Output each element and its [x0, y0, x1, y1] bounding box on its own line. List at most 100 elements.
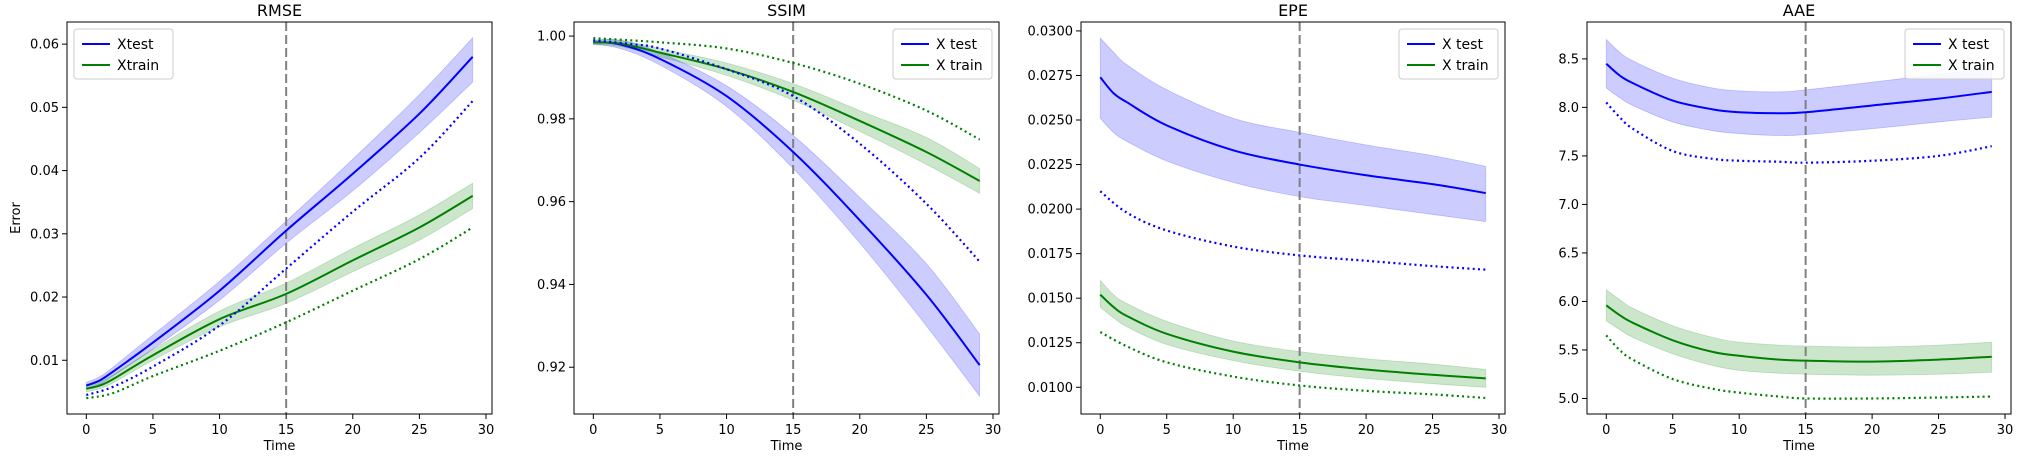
epe-xtick-label-6: 30 — [1491, 423, 1508, 438]
epe-ytick-label-0: 0.0100 — [1028, 381, 1074, 396]
ssim-xtick-label-3: 15 — [785, 423, 802, 438]
rmse-xtick-label-2: 10 — [211, 423, 228, 438]
rmse-panel: RMSE Time Error 0 5 10 15 20 25 30 0.01 0.02 0.03… — [9, 1, 494, 454]
epe-axes-frame — [1080, 21, 1506, 415]
aae-series-dotted-3 — [1605, 334, 1992, 400]
rmse-ytick-label-0: 0.01 — [30, 354, 59, 369]
ssim-band-1 — [592, 39, 981, 195]
rmse-legend-label-0: Xtest — [117, 37, 154, 53]
epe-ytick-label-8: 0.0300 — [1028, 24, 1074, 39]
ssim-ytick-label-3: 0.98 — [537, 112, 566, 127]
epe-ytick-label-3: 0.0175 — [1028, 247, 1074, 262]
rmse-series-dotted-3 — [86, 226, 474, 400]
rmse-legend-label-1: Xtrain — [117, 58, 159, 74]
rmse-ytick-label-2: 0.03 — [30, 227, 59, 242]
ssim-xtick-label-2: 10 — [718, 423, 735, 438]
ssim-title: SSIM — [767, 1, 806, 20]
aae-ytick-label-7: 8.5 — [1558, 52, 1579, 67]
aae-title: AAE — [1783, 1, 1815, 20]
aae-xlabel: Time — [1782, 439, 1815, 454]
aae-xtick-label-3: 15 — [1797, 423, 1814, 438]
aae-ytick-label-1: 5.5 — [1558, 343, 1579, 358]
aae-xtick-label-4: 20 — [1864, 423, 1881, 438]
rmse-xtick-label-5: 25 — [411, 423, 428, 438]
epe-plot-area — [1099, 22, 1487, 414]
rmse-axes-frame — [66, 21, 493, 415]
rmse-series-solid-0 — [85, 56, 474, 387]
aae-plot-area — [1605, 22, 1993, 414]
aae-legend: X test X train — [1904, 28, 2005, 80]
aae-ytick-label-6: 8.0 — [1558, 101, 1579, 116]
aae-series-solid-0 — [1605, 62, 1992, 115]
ssim-series-solid-0 — [593, 41, 981, 366]
aae-xtick-label-6: 30 — [1997, 423, 2014, 438]
ssim-axes-frame — [573, 21, 1000, 415]
epe-band-1 — [1099, 279, 1487, 388]
rmse-xlabel: Time — [263, 439, 296, 454]
aae-legend-box — [1904, 28, 2005, 80]
ssim-xtick-label-5: 25 — [918, 423, 935, 438]
aae-panel: AAE Time 0 5 10 15 20 25 30 5.0 5.5 6.0 6.5 7.0 7.5 8… — [1558, 1, 2013, 454]
aae-ytick-label-2: 6.0 — [1558, 295, 1579, 310]
aae-legend-label-1: X train — [1948, 58, 1995, 74]
epe-xtick-label-1: 5 — [1163, 423, 1171, 438]
ssim-band-0 — [592, 38, 981, 398]
aae-band-0 — [1605, 38, 1993, 137]
epe-xtick-label-5: 25 — [1424, 423, 1441, 438]
epe-ytick-label-2: 0.0150 — [1028, 292, 1074, 307]
epe-panel: EPE Time 0 5 10 15 20 25 30 0.0100 0.0125 0.0150 0… — [1028, 1, 1508, 454]
ssim-legend-label-0: X test — [936, 37, 977, 53]
aae-ytick-label-4: 7.0 — [1558, 198, 1579, 213]
epe-xtick-label-4: 20 — [1358, 423, 1375, 438]
ssim-legend: X test X train — [892, 28, 993, 80]
epe-xtick-label-3: 15 — [1291, 423, 1308, 438]
epe-legend-label-1: X train — [1442, 58, 1489, 74]
ssim-ytick-label-1: 0.94 — [537, 278, 566, 293]
epe-legend-label-0: X test — [1442, 37, 1483, 53]
rmse-band-0 — [85, 36, 474, 390]
rmse-band-1 — [85, 182, 474, 393]
epe-ytick-label-4: 0.0200 — [1028, 203, 1074, 218]
rmse-ytick-label-3: 0.04 — [30, 164, 59, 179]
epe-ytick-label-5: 0.0225 — [1028, 158, 1074, 173]
epe-series-solid-1 — [1099, 293, 1486, 380]
aae-legend-label-0: X test — [1948, 37, 1989, 53]
aae-axes-frame — [1586, 21, 2012, 415]
ssim-xtick-label-6: 30 — [985, 423, 1002, 438]
epe-xlabel: Time — [1276, 439, 1309, 454]
epe-legend: X test X train — [1398, 28, 1499, 80]
aae-xtick-label-2: 10 — [1731, 423, 1748, 438]
epe-xtick-label-2: 10 — [1225, 423, 1242, 438]
epe-xtick-label-0: 0 — [1096, 423, 1104, 438]
epe-ytick-label-6: 0.0250 — [1028, 114, 1074, 129]
ssim-xtick-label-0: 0 — [589, 423, 597, 438]
rmse-xtick-label-6: 30 — [478, 423, 495, 438]
ssim-ytick-label-4: 1.00 — [537, 30, 566, 45]
epe-ytick-label-1: 0.0125 — [1028, 336, 1074, 351]
rmse-series-solid-1 — [86, 195, 474, 390]
rmse-legend-box — [73, 28, 174, 80]
aae-ytick-label-5: 7.5 — [1558, 149, 1579, 164]
ssim-series-dotted-3 — [593, 37, 981, 141]
rmse-plot-area — [85, 22, 474, 414]
aae-xtick-label-0: 0 — [1602, 423, 1610, 438]
aae-ytick-label-0: 5.0 — [1558, 392, 1579, 407]
aae-band-1 — [1605, 289, 1993, 376]
ssim-xtick-label-4: 20 — [852, 423, 869, 438]
aae-series-solid-1 — [1605, 304, 1992, 363]
epe-ytick-label-7: 0.0275 — [1028, 69, 1074, 84]
ssim-xtick-label-1: 5 — [656, 423, 664, 438]
aae-ytick-label-3: 6.5 — [1558, 246, 1579, 261]
ssim-ytick-label-0: 0.92 — [537, 361, 566, 376]
ssim-legend-box — [892, 28, 993, 80]
epe-band-0 — [1099, 37, 1487, 223]
ssim-xlabel: Time — [770, 439, 803, 454]
rmse-xtick-label-0: 0 — [82, 423, 90, 438]
ssim-legend-label-1: X train — [936, 58, 983, 74]
aae-xtick-label-1: 5 — [1669, 423, 1677, 438]
ssim-plot-area — [592, 22, 981, 414]
rmse-legend: Xtest Xtrain — [73, 28, 174, 80]
aae-xtick-label-5: 25 — [1930, 423, 1947, 438]
ssim-panel: SSIM Time 0 5 10 15 20 25 30 0.92 0.94 0.96 0.98 1.… — [537, 1, 1001, 454]
